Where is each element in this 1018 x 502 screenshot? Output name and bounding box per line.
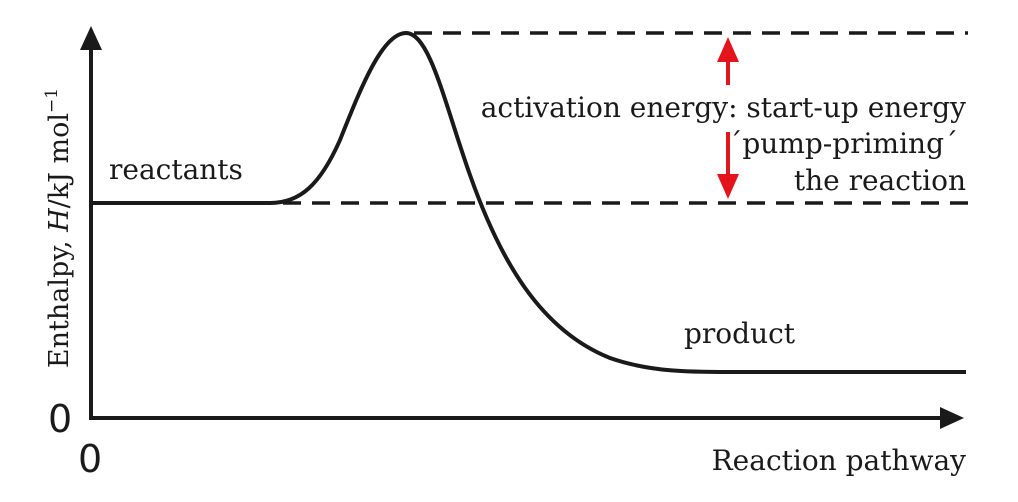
activation-energy-label-line2: ´pump-priming´ (728, 127, 958, 160)
y-axis-origin-label: 0 (48, 397, 72, 441)
x-axis-label: Reaction pathway (712, 444, 967, 477)
activation-energy-label-line1: activation energy: start-up energy (481, 91, 966, 124)
y-axis-label: Enthalpy, H/kJ mol−1 (42, 88, 75, 368)
activation-arrow-down-icon (717, 174, 739, 199)
activation-energy-label-line3: the reaction (794, 164, 966, 197)
reaction-profile-curve (93, 31, 966, 374)
reactants-label: reactants (109, 153, 243, 186)
activation-arrow-up-icon (717, 37, 739, 62)
x-axis-origin-label: 0 (78, 437, 102, 481)
product-label: product (684, 317, 796, 350)
y-axis-arrowhead-icon (80, 26, 102, 50)
x-axis-arrowhead-icon (940, 407, 964, 429)
